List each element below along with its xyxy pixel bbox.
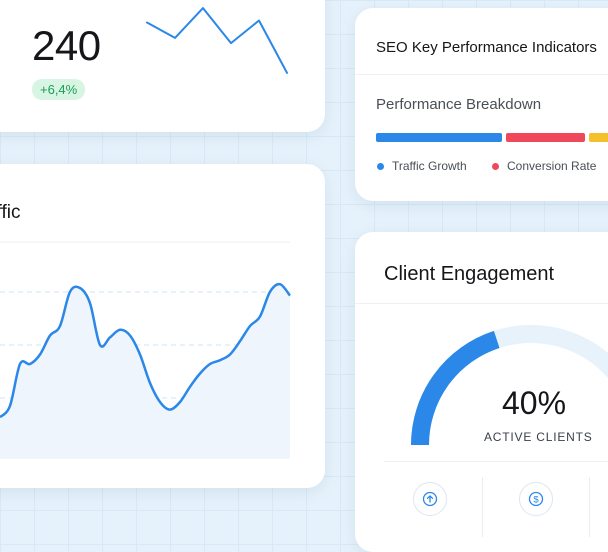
seo-title: SEO Key Performance Indicators (376, 39, 597, 56)
arrow-up-circle-icon (422, 491, 438, 507)
divider (355, 74, 608, 75)
column-divider (482, 477, 483, 537)
seo-subtitle: Performance Breakdown (376, 96, 542, 113)
breakdown-segment (376, 133, 502, 142)
gauge-label: ACTIVE CLIENTS (484, 430, 593, 444)
client-engagement-card: Client Engagement 40% ACTIVE CLIENTS $ (355, 232, 608, 552)
stat-card: 240 +6,4% (0, 0, 325, 132)
legend-dot (377, 162, 384, 170)
stat-change-badge: +6,4% (32, 79, 86, 100)
divider (355, 303, 608, 304)
stat-value: 240 (32, 22, 101, 69)
column-divider (589, 477, 590, 537)
traffic-card: affic (0, 164, 325, 488)
legend-item-traffic-growth: Traffic Growth (377, 159, 467, 173)
breakdown-segment (505, 133, 586, 142)
gauge-value: 40% (502, 385, 567, 421)
legend-label: Conversion Rate (507, 159, 597, 173)
divider (384, 461, 608, 462)
breakdown-segment (589, 133, 608, 142)
upload-button[interactable] (413, 482, 447, 516)
dollar-circle-icon: $ (528, 491, 544, 507)
stat-sparkline (146, 7, 288, 74)
engagement-gauge (411, 325, 608, 446)
traffic-title: affic (0, 202, 21, 223)
engagement-title: Client Engagement (384, 263, 555, 285)
billing-button[interactable]: $ (519, 482, 553, 516)
legend-item-conversion-rate: Conversion Rate (492, 159, 596, 173)
legend-dot (492, 162, 499, 170)
legend-label: Traffic Growth (392, 159, 467, 173)
gauge-fill (411, 330, 500, 446)
seo-kpi-card: SEO Key Performance Indicators Performan… (355, 8, 608, 201)
stat-sparkline-line (146, 7, 288, 74)
svg-text:$: $ (533, 494, 539, 505)
traffic-line (0, 282, 291, 419)
traffic-chart (0, 241, 291, 459)
